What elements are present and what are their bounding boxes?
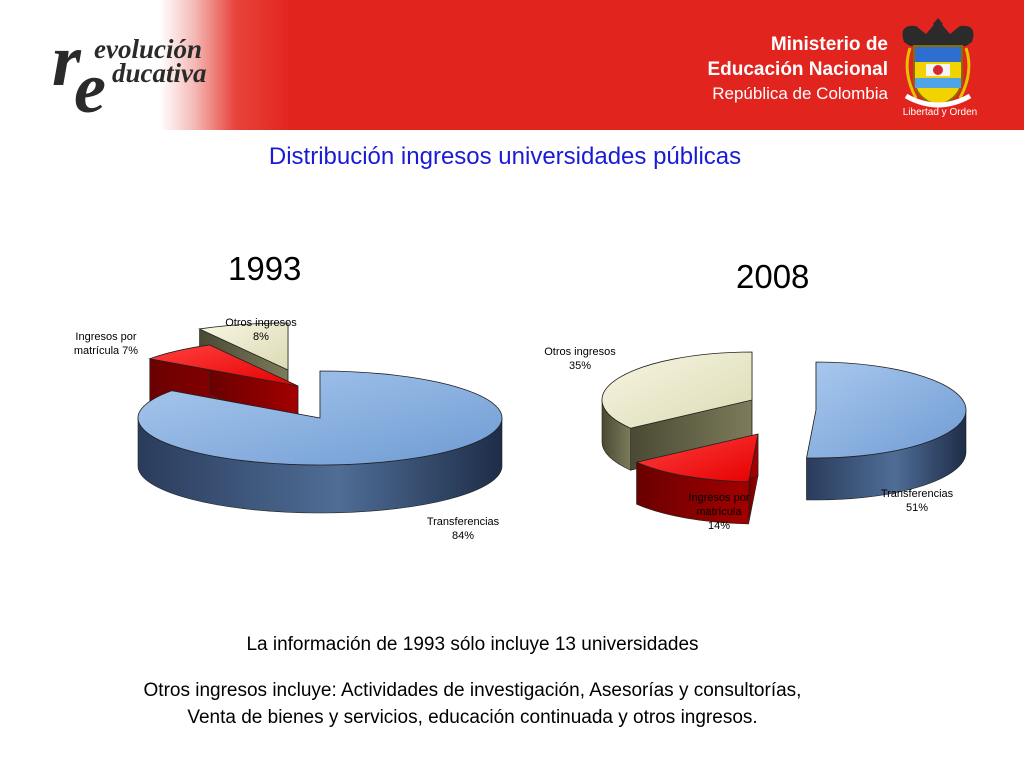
- pie-slice-transferencias: [137, 370, 503, 514]
- pie-slice-top: [635, 433, 759, 483]
- footnote-1993: La información de 1993 sólo incluye 13 u…: [246, 634, 699, 655]
- ministry-line1: Ministerio de: [770, 34, 888, 55]
- pie-slice-top: [806, 361, 967, 459]
- logo-word-educativa: ducativa: [112, 58, 207, 88]
- label-2008-transferencias: Transferencias 51%: [880, 488, 954, 514]
- pie-slice-top: [137, 370, 503, 466]
- pie-2008: [601, 351, 967, 525]
- header-banner: [0, 0, 1024, 130]
- seal-motto: Libertad y Orden: [902, 107, 978, 118]
- pie-slice-top: [148, 344, 299, 387]
- pie-slice-matricula: [635, 433, 759, 525]
- pie-slice-top: [198, 322, 289, 371]
- footnote-otros-line1: Otros ingresos incluye: Actividades de i…: [143, 680, 802, 701]
- ministry-line3: República de Colombia: [712, 84, 888, 103]
- logo-letter-r: r: [52, 20, 81, 102]
- label-1993-otros: Otros ingresos 8%: [225, 317, 297, 343]
- ministry-name: Ministerio de Educación Nacional Repúbli…: [707, 32, 888, 106]
- page-title: Distribución ingresos universidades públ…: [268, 143, 742, 170]
- label-1993-transferencias: Transferencias 84%: [426, 516, 500, 542]
- revolucion-educativa-logo: r e evolución ducativa: [50, 20, 270, 124]
- pie-1993: [137, 322, 503, 514]
- pie-slice-otros: [601, 351, 753, 471]
- label-2008-matricula: Ingresos por matrícula 14%: [688, 492, 750, 532]
- label-2008-otros: Otros ingresos 35%: [544, 346, 616, 372]
- pie-slice-transferencias: [806, 361, 967, 501]
- logo-letter-e: e: [74, 48, 106, 128]
- footnote-otros-ingresos: Otros ingresos incluye: Actividades de i…: [0, 677, 945, 731]
- footnote-otros-line2: Venta de bienes y servicios, educación c…: [187, 707, 758, 728]
- coat-of-arms-icon: [902, 18, 974, 108]
- label-1993-matricula: Ingresos por matrícula 7%: [73, 331, 139, 357]
- logo-word-revolucion: evolución: [94, 34, 202, 64]
- pie-slice-top: [601, 351, 753, 429]
- chart-2008-title: 2008: [736, 258, 810, 295]
- chart-1993-title: 1993: [228, 250, 302, 287]
- ministry-line2: Educación Nacional: [707, 59, 888, 80]
